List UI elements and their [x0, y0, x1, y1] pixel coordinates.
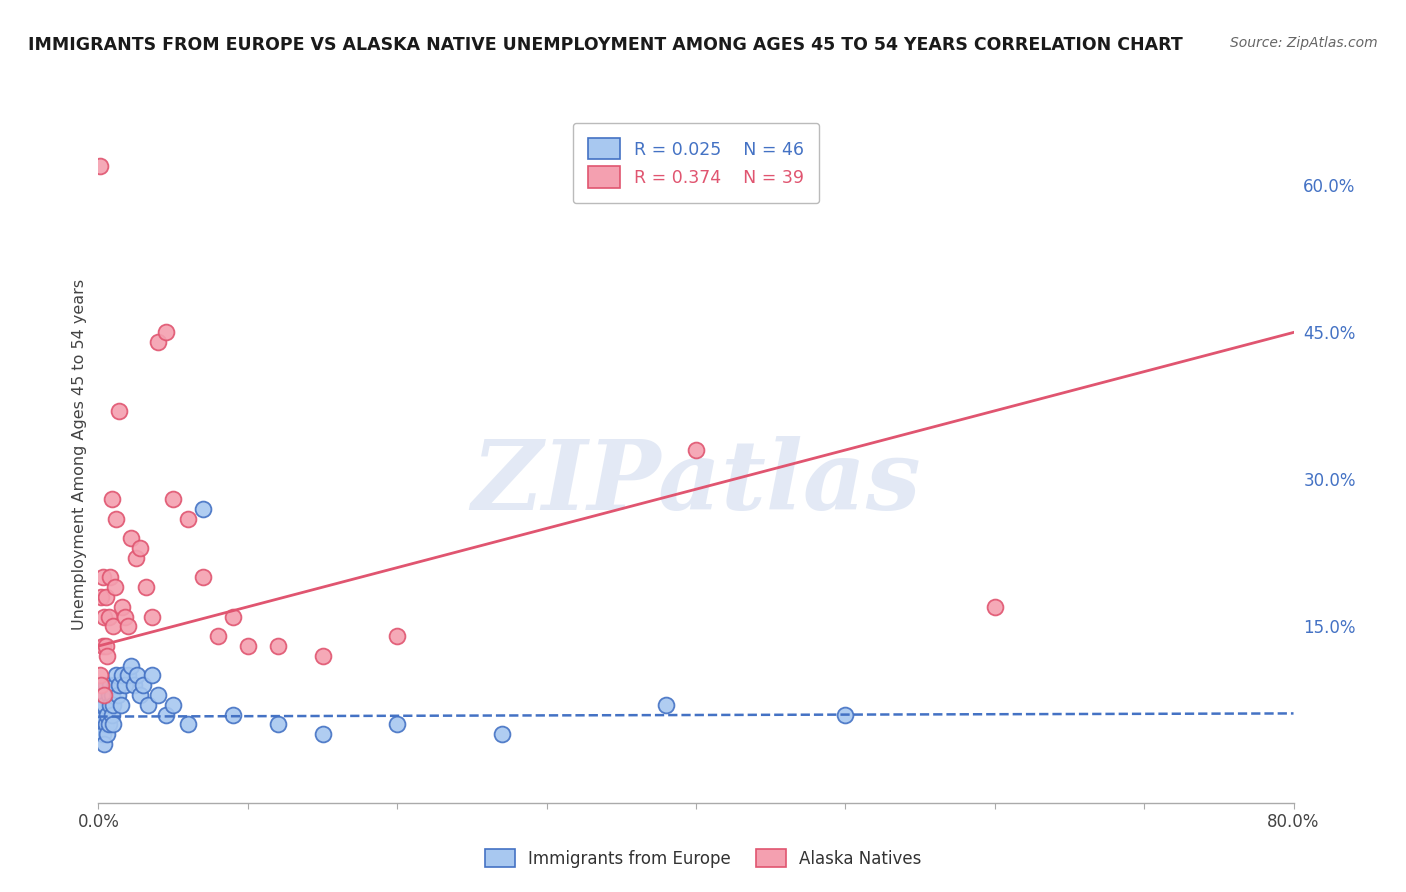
Point	[105, 668, 128, 682]
Point	[94, 717, 117, 731]
Point	[177, 511, 200, 525]
Point	[94, 590, 117, 604]
Point	[311, 727, 333, 741]
Point	[90, 698, 112, 712]
Point	[834, 707, 856, 722]
Point	[207, 629, 229, 643]
Point	[98, 570, 122, 584]
Point	[91, 639, 114, 653]
Point	[89, 159, 111, 173]
Point	[162, 698, 184, 712]
Point	[111, 668, 134, 682]
Point	[129, 541, 152, 555]
Point	[97, 609, 120, 624]
Point	[98, 698, 122, 712]
Point	[155, 326, 177, 340]
Point	[162, 491, 184, 506]
Point	[93, 609, 115, 624]
Point	[90, 590, 112, 604]
Point	[101, 688, 124, 702]
Point	[155, 707, 177, 722]
Point	[110, 698, 132, 712]
Point	[90, 678, 112, 692]
Point	[114, 678, 136, 692]
Point	[148, 688, 170, 702]
Text: ZIPatlas: ZIPatlas	[471, 436, 921, 530]
Point	[103, 717, 125, 731]
Point	[267, 639, 290, 653]
Point	[984, 599, 1007, 614]
Point	[114, 609, 136, 624]
Point	[120, 531, 142, 545]
Point	[91, 727, 114, 741]
Point	[132, 678, 155, 692]
Point	[90, 717, 112, 731]
Point	[120, 658, 142, 673]
Point	[96, 707, 118, 722]
Point	[91, 688, 114, 702]
Point	[148, 335, 170, 350]
Point	[96, 727, 118, 741]
Point	[222, 609, 245, 624]
Point	[124, 678, 146, 692]
Point	[104, 580, 127, 594]
Point	[222, 707, 245, 722]
Point	[103, 619, 125, 633]
Point	[267, 717, 290, 731]
Point	[117, 619, 139, 633]
Point	[117, 668, 139, 682]
Point	[129, 688, 152, 702]
Point	[311, 648, 333, 663]
Point	[101, 491, 124, 506]
Point	[385, 717, 409, 731]
Legend: Immigrants from Europe, Alaska Natives: Immigrants from Europe, Alaska Natives	[477, 841, 929, 876]
Point	[141, 609, 163, 624]
Point	[97, 688, 120, 702]
Point	[135, 580, 157, 594]
Point	[141, 668, 163, 682]
Point	[111, 599, 134, 614]
Point	[655, 698, 678, 712]
Point	[125, 550, 148, 565]
Point	[94, 678, 117, 692]
Point	[385, 629, 409, 643]
Point	[93, 737, 115, 751]
Point	[136, 698, 159, 712]
Legend: R = 0.025    N = 46, R = 0.374    N = 39: R = 0.025 N = 46, R = 0.374 N = 39	[572, 123, 820, 203]
Point	[89, 668, 111, 682]
Point	[108, 678, 131, 692]
Point	[103, 698, 125, 712]
Point	[96, 648, 118, 663]
Point	[94, 639, 117, 653]
Point	[97, 717, 120, 731]
Point	[127, 668, 149, 682]
Y-axis label: Unemployment Among Ages 45 to 54 years: Unemployment Among Ages 45 to 54 years	[72, 279, 87, 631]
Point	[104, 678, 127, 692]
Point	[491, 727, 513, 741]
Point	[98, 678, 122, 692]
Point	[105, 511, 128, 525]
Point	[108, 404, 131, 418]
Point	[91, 570, 114, 584]
Point	[101, 707, 124, 722]
Point	[93, 688, 115, 702]
Text: Source: ZipAtlas.com: Source: ZipAtlas.com	[1230, 36, 1378, 50]
Point	[236, 639, 259, 653]
Point	[93, 698, 115, 712]
Point	[685, 443, 707, 458]
Point	[89, 707, 111, 722]
Point	[191, 501, 214, 516]
Point	[107, 688, 129, 702]
Text: IMMIGRANTS FROM EUROPE VS ALASKA NATIVE UNEMPLOYMENT AMONG AGES 45 TO 54 YEARS C: IMMIGRANTS FROM EUROPE VS ALASKA NATIVE …	[28, 36, 1182, 54]
Point	[177, 717, 200, 731]
Point	[191, 570, 214, 584]
